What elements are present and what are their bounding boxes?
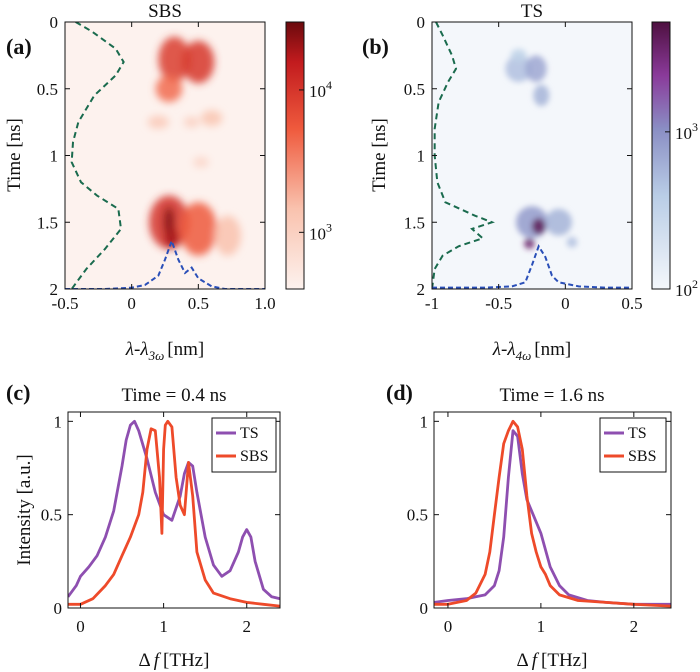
panel-c-series-sbs-line	[68, 419, 280, 608]
panel-b-intensity-blob-8	[566, 236, 578, 248]
panel-a-time-profile-curve	[70, 22, 125, 289]
panel-a: SBS -0.5 0 0.5 1.0 0 0.5 1 1.5 2 (a) Time [ns] λ…	[4, 1, 332, 363]
panel-a-intensity-blob-1	[182, 40, 215, 84]
panel-c-frame	[67, 411, 281, 609]
panel-b-ytick-label: 1	[417, 147, 426, 166]
panel-b-xtick-label: 0.5	[621, 294, 642, 313]
panel-c-ytick-label: 0.5	[41, 506, 62, 525]
panel-a-intensity-blob-6	[193, 156, 209, 168]
panel-b-ytick-label: 0	[417, 13, 426, 32]
panel-d-ytick-label: 0	[420, 599, 429, 618]
panel-a-intensity-blob-5	[201, 110, 223, 127]
panel-a-colorbar	[285, 21, 305, 290]
panel-a-intensity-blob-11	[214, 215, 242, 256]
panel-a-ytick-label: 2	[50, 280, 59, 299]
panel-b-intensity-blob-6	[532, 218, 546, 235]
panel-b-xtick-label: -0.5	[485, 294, 512, 313]
panel-a-ytick-label: 0.5	[37, 80, 58, 99]
panel-d-frame	[433, 411, 672, 609]
panel-a-xtick-label: 0.5	[188, 294, 209, 313]
panel-b-intensity-blob-0	[505, 55, 532, 83]
panel-d-ytick-label: 1	[420, 412, 429, 431]
panel-a-ytick-label: 1.5	[37, 213, 58, 232]
panel-a-ytick-label: 1	[50, 147, 59, 166]
panel-d-series-ts-line	[434, 429, 671, 606]
panel-c-legend-box	[211, 417, 277, 473]
panel-b-colorbar-tick-label: 102	[675, 277, 698, 300]
panel-b-title: TS	[521, 1, 543, 22]
panel-a-spectrum-profile-curve	[65, 237, 265, 289]
panel-b-xlabel: λ-λ4ω [nm]	[492, 339, 571, 363]
panel-a-ytick-label: 0	[50, 13, 59, 32]
panel-d-title: Time = 1.6 ns	[499, 385, 604, 406]
panel-c-xtick-label: 1	[159, 617, 168, 636]
panel-a-intensity-blob-2	[155, 75, 183, 103]
panel-c-legend: TS SBS	[211, 417, 277, 473]
panel-c-ylabel: Intensity [a.u.]	[14, 454, 35, 565]
panel-c-legend-ts-label: TS	[240, 425, 259, 442]
panel-a-xtick-label: 1.0	[254, 294, 275, 313]
panel-d-legend-box	[599, 417, 667, 473]
panel-b-label: (b)	[362, 34, 389, 59]
panel-c-legend-sbs-label: SBS	[240, 448, 268, 465]
panel-d-series-sbs-line	[434, 419, 671, 608]
panel-d-label: (d)	[386, 380, 413, 405]
panel-b-colorbar-tick-label: 103	[675, 120, 698, 143]
panel-b-intensity-blob-7	[524, 238, 535, 249]
panel-b-spectrum-profile-curve	[432, 243, 632, 289]
panel-a-colorbar-tick-label: 104	[309, 78, 332, 101]
panel-d-xtick-label: 1	[537, 617, 546, 636]
panel-a-colorbar-tick-label: 103	[309, 220, 332, 243]
panel-c-label: (c)	[6, 380, 30, 405]
panel-b-ylabel: Time [ns]	[369, 118, 390, 192]
panel-a-intensity-blob-10	[165, 227, 179, 249]
panel-b-time-profile-curve	[432, 22, 495, 289]
panel-b-ytick-label: 1.5	[404, 213, 425, 232]
panel-a-title: SBS	[148, 1, 182, 22]
panel-d-legend: TS SBS	[599, 417, 667, 473]
panel-b-xtick-label: 0	[561, 294, 570, 313]
panel-b-intensity-blob-3	[510, 48, 527, 63]
panel-c: Time = 0.4 ns 0 1 2 0 0.5 1 (c) Intensity [a.…	[6, 380, 281, 671]
panel-c-xtick-label: 0	[76, 617, 85, 636]
panel-d-legend-sbs-label: SBS	[628, 448, 656, 465]
panel-b-xtick-label: -1	[425, 294, 439, 313]
panel-d-xtick-label: 0	[444, 617, 453, 636]
panel-a-xlabel: λ-λ3ω [nm]	[125, 339, 204, 363]
panel-b-intensity-blob-2	[533, 84, 550, 107]
panel-a-label: (a)	[6, 34, 32, 59]
panel-b-intensity-blob-1	[525, 55, 547, 83]
panel-c-xtick-label: 2	[242, 617, 251, 636]
panel-d-xtick-label: 2	[630, 617, 639, 636]
panel-d-legend-ts-label: TS	[628, 425, 647, 442]
panel-a-intensity-blob-0	[158, 36, 191, 83]
panel-a-intensity-blob-8	[179, 202, 217, 256]
panel-b-ytick-label: 2	[417, 280, 426, 299]
panel-a-ylabel: Time [ns]	[4, 118, 25, 192]
panel-a-xtick-label: 0	[127, 294, 136, 313]
panel-d-ytick-label: 0.5	[407, 506, 428, 525]
panel-c-ytick-label: 0	[54, 599, 63, 618]
panel-b-intensity-blob-5	[545, 208, 573, 236]
panel-b-ytick-label: 0.5	[404, 80, 425, 99]
panel-a-intensity-blob-3	[147, 115, 169, 129]
panel-a-intensity-blob-4	[183, 116, 200, 128]
panel-b-colorbar	[651, 21, 671, 290]
panel-c-title: Time = 0.4 ns	[121, 385, 226, 406]
panel-c-ytick-label: 1	[54, 412, 63, 431]
panel-b: TS -1 -0.5 0 0.5 0 0.5 1 1.5 2 (b) Time [ns] λ-λ…	[362, 1, 698, 363]
panel-a-xtick-label: -0.5	[52, 294, 79, 313]
